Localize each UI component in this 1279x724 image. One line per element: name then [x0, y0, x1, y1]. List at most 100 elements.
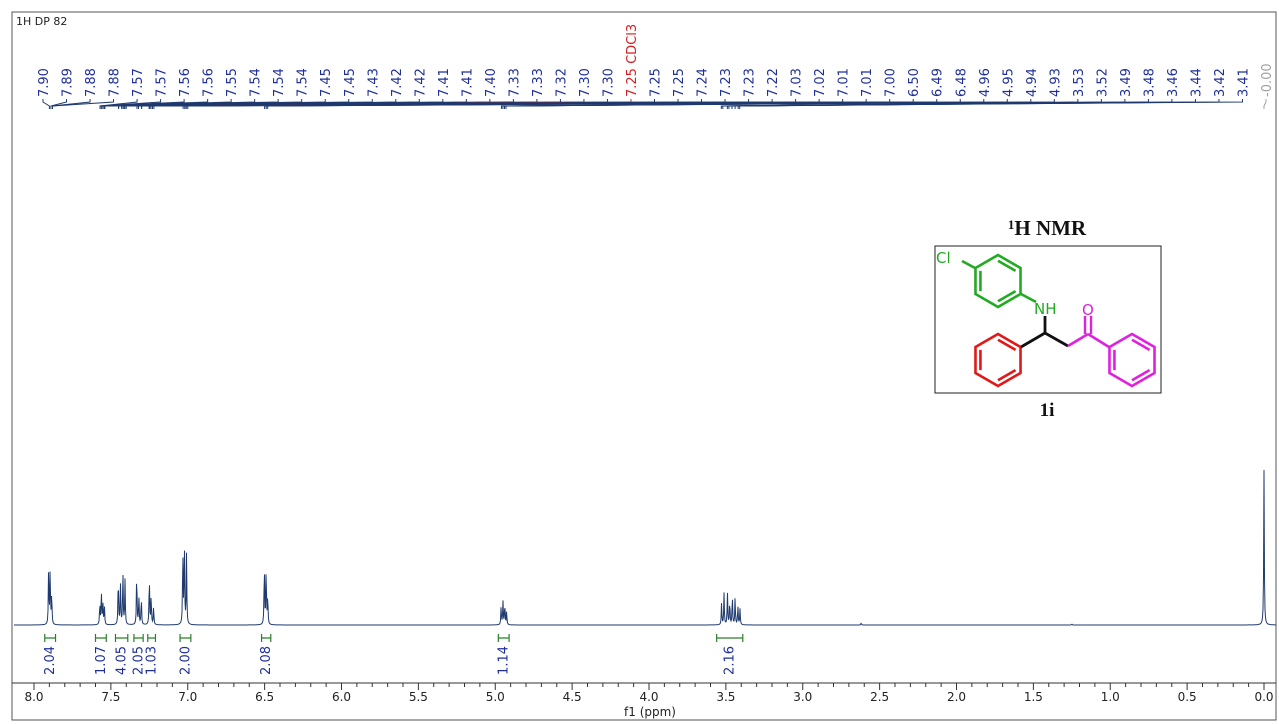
- peak-label: 7.89: [61, 68, 76, 97]
- peak-label: 7.57: [131, 68, 146, 97]
- peak-label: 3.53: [1072, 68, 1087, 97]
- peak-connector: [50, 99, 68, 109]
- peak-label: 3.49: [1119, 68, 1134, 97]
- x-tick-label: 1.0: [1101, 690, 1120, 704]
- x-tick-label: 5.0: [486, 690, 505, 704]
- integral-value: 1.14: [497, 646, 512, 675]
- peak-label: 4.94: [1025, 68, 1040, 97]
- peak-label: 7.42: [390, 68, 405, 97]
- peak-label: 7.33: [507, 68, 522, 97]
- nmr-title: 1H NMR: [1008, 216, 1087, 240]
- x-axis: 8.0 7.5 7.0 6.5 6.0 5.5 5.0 4.5 4.0 3.5 3.0 2.5 2.0 1…: [12, 682, 1276, 704]
- c-n-bond: [1020, 292, 1037, 304]
- experiment-label: 1H DP 82: [16, 15, 67, 28]
- structure-inset: 1H NMR Cl NH O 1i: [934, 216, 1162, 421]
- integral-bracket: [147, 634, 157, 642]
- peak-label: 7.54: [272, 68, 287, 97]
- phenyl-ring: [974, 332, 1022, 388]
- ch-ph-bond: [1020, 331, 1046, 349]
- x-tick-label: 8.0: [24, 690, 43, 704]
- peak-label: 7.25: [649, 68, 664, 97]
- peak-label: 6.48: [954, 68, 969, 97]
- peak-label: 7.25: [672, 68, 687, 97]
- peak-label: 7.30: [601, 68, 616, 97]
- peak-connector: [267, 99, 961, 109]
- c-cl-bond: [961, 259, 976, 270]
- peak-label: 7.02: [813, 68, 828, 97]
- peak-label: 7.23: [743, 68, 758, 97]
- x-tick-label: 0.5: [1178, 690, 1197, 704]
- peak-label: 7.32: [554, 68, 569, 97]
- integral-bracket: [260, 634, 272, 642]
- molecule-structure: Cl NH O: [936, 249, 1156, 388]
- integral: 4.05: [115, 634, 130, 675]
- peak-label: 7.23: [719, 68, 734, 97]
- peak-connector: [99, 99, 162, 109]
- integral-value: 1.03: [145, 646, 160, 675]
- peak-label: 7.90: [37, 68, 52, 97]
- x-tick-label: 1.5: [1024, 690, 1043, 704]
- peak-label: 7.45: [343, 68, 358, 97]
- integral: 2.16: [716, 634, 744, 675]
- peak-label: 7.24: [696, 68, 711, 97]
- oxygen-label: O: [1082, 301, 1094, 319]
- peak-connector: [1263, 99, 1267, 109]
- ch2-co-bond: [1067, 332, 1089, 348]
- peak-label: 7.88: [84, 68, 99, 97]
- integral-bracket: [44, 634, 57, 642]
- integral-bracket: [179, 634, 192, 642]
- x-tick-label: 6.0: [332, 690, 351, 704]
- co-ph-bond: [1087, 332, 1110, 349]
- peak-label: 7.43: [366, 68, 381, 97]
- peak-label: 3.42: [1213, 68, 1228, 97]
- integral-bracket: [114, 634, 129, 642]
- peak-label: 7.41: [460, 68, 475, 97]
- peak-label: 7.55: [225, 68, 240, 97]
- integral-bracket: [133, 634, 144, 642]
- peak-label: 3.46: [1166, 68, 1181, 97]
- x-tick-label: 0.0: [1254, 690, 1273, 704]
- ch-ch2-bond: [1044, 331, 1069, 348]
- x-tick-label: 2.5: [870, 690, 889, 704]
- solvent-peak-label: 7.25 CDCl3: [625, 24, 640, 97]
- peak-label: 7.88: [108, 68, 123, 97]
- integral-value: 2.16: [723, 646, 738, 675]
- peak-connector: [505, 99, 1055, 109]
- peak-connector: [739, 99, 1243, 109]
- x-tick-label: 4.0: [639, 690, 658, 704]
- integral: 2.04: [43, 634, 58, 675]
- integral: 1.03: [145, 634, 160, 675]
- compound-label: 1i: [1040, 400, 1055, 421]
- peak-label-group: 7.90 7.89 7.88 7.88 7.57 7.57 7.56 7.56 7.55 7.54…: [37, 24, 1275, 109]
- spectrum-group: [14, 469, 1277, 626]
- structure-box: [934, 245, 1162, 394]
- peak-label: 7.30: [578, 68, 593, 97]
- peak-label: 7.57: [155, 68, 170, 97]
- integral-value: 2.08: [259, 646, 274, 675]
- peak-label: 7.00: [884, 68, 899, 97]
- nh-label: NH: [1034, 300, 1057, 318]
- x-tick-label: 3.5: [716, 690, 735, 704]
- integral: 2.05: [132, 634, 147, 675]
- peak-label: 7.40: [484, 68, 499, 97]
- integral: 2.08: [259, 634, 274, 675]
- x-tick-label: 5.5: [409, 690, 428, 704]
- peak-label: 6.50: [907, 68, 922, 97]
- integral-value: 4.05: [115, 646, 130, 675]
- integral-value: 1.07: [94, 646, 109, 675]
- peak-connector: [42, 99, 50, 109]
- peak-label: 7.56: [202, 68, 217, 97]
- peak-label: 3.44: [1189, 68, 1204, 97]
- integral-group: 2.04 1.07 4.05 2.051.03 2.00 2.08 1.14 2.16: [43, 634, 744, 675]
- integral-value: 2.00: [178, 646, 193, 675]
- peak-label: 7.33: [531, 68, 546, 97]
- x-tick-label: 7.5: [101, 690, 120, 704]
- integral-bracket: [94, 634, 107, 642]
- integral: 1.14: [497, 634, 512, 675]
- integral-value: 2.05: [132, 646, 147, 675]
- chlorine-label: Cl: [936, 249, 951, 267]
- peak-label: 7.45: [319, 68, 334, 97]
- peak-label: 7.54: [249, 68, 264, 97]
- peak-label: 3.41: [1236, 68, 1251, 97]
